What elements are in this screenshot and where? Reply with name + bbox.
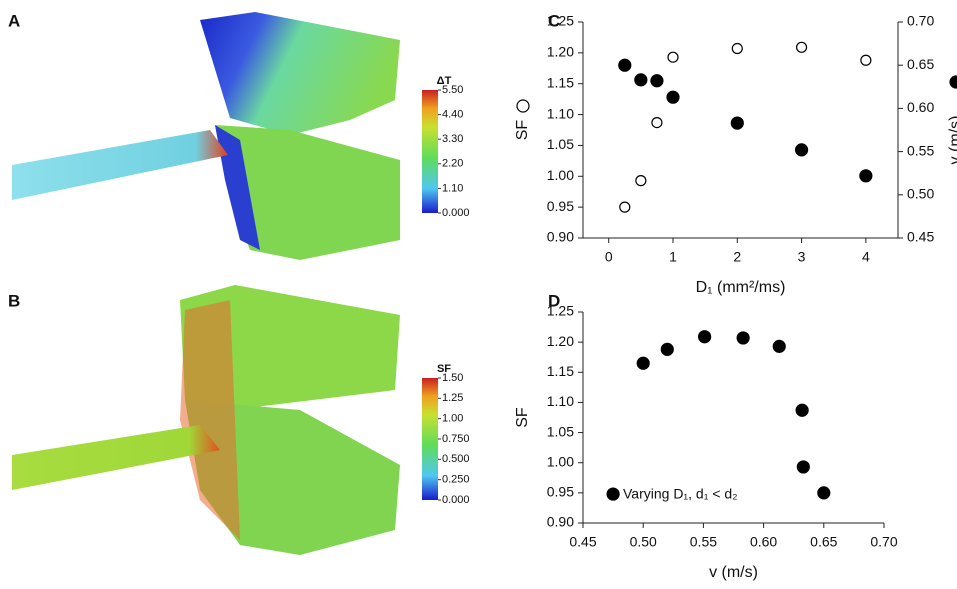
legend-marker — [517, 100, 529, 112]
colorbar-label: 0.000 — [442, 494, 470, 506]
point — [651, 75, 663, 87]
y2-tick-label: 0.45 — [907, 229, 934, 245]
y-tick-label: 1.25 — [547, 303, 574, 319]
y-tick-label: 1.20 — [547, 333, 574, 349]
y2-axis-label: v (m/s) — [947, 116, 957, 165]
point — [620, 202, 630, 212]
colorbar-label: 0.000 — [442, 207, 470, 219]
panel-label: A — [8, 11, 20, 30]
point — [652, 118, 662, 128]
y-tick-label: 1.10 — [547, 105, 574, 121]
point — [737, 332, 749, 344]
colorbar-label: 4.40 — [442, 109, 463, 121]
y2-tick-label: 0.70 — [907, 13, 934, 29]
colorbar-label: 5.50 — [442, 84, 463, 96]
x-tick-label: 3 — [798, 249, 806, 265]
point — [860, 170, 872, 182]
y-tick-label: 1.10 — [547, 393, 574, 409]
panel-label: B — [8, 291, 20, 310]
point — [668, 52, 678, 62]
y-tick-label: 1.15 — [547, 74, 574, 90]
colorbar — [422, 378, 438, 500]
y-tick-label: 1.15 — [547, 363, 574, 379]
y-tick-label: 0.90 — [547, 229, 574, 245]
y-tick-label: 1.20 — [547, 44, 574, 60]
point — [796, 144, 808, 156]
colorbar-label: 1.10 — [442, 182, 463, 194]
colorbar-label: 3.30 — [442, 133, 463, 145]
colorbar-label: 1.50 — [442, 372, 463, 384]
colorbar-label: 0.250 — [442, 474, 470, 486]
point — [731, 117, 743, 129]
colorbar-label: 0.500 — [442, 453, 470, 465]
point — [773, 340, 785, 352]
annotation: Varying D₁, d₁ < d₂ — [623, 486, 738, 502]
x-tick-label: 2 — [733, 249, 741, 265]
point — [699, 331, 711, 343]
x-tick-label: 0.60 — [750, 534, 777, 550]
point — [636, 176, 646, 186]
x-tick-label: 0 — [605, 249, 613, 265]
x-tick-label: 0.65 — [810, 534, 837, 550]
y-axis-label: SF — [514, 407, 531, 428]
y-tick-label: 1.05 — [547, 136, 574, 152]
figure: ABCDΔT5.504.403.302.201.100.000SF1.501.2… — [0, 0, 957, 589]
point — [661, 343, 673, 355]
point — [635, 74, 647, 86]
y2-tick-label: 0.55 — [907, 142, 934, 158]
render-a — [12, 12, 400, 260]
y2-tick-label: 0.60 — [907, 99, 934, 115]
point — [797, 461, 809, 473]
y-tick-label: 1.00 — [547, 167, 574, 183]
render-b — [12, 285, 400, 555]
y-tick-label: 1.25 — [547, 13, 574, 29]
y-tick-label: 0.90 — [547, 514, 574, 530]
y-tick-label: 1.05 — [547, 423, 574, 439]
point — [796, 404, 808, 416]
y-tick-label: 0.95 — [547, 198, 574, 214]
y-tick-label: 0.95 — [547, 484, 574, 500]
x-tick-label: 4 — [862, 249, 870, 265]
point — [667, 91, 679, 103]
legend-marker — [950, 76, 957, 88]
y2-tick-label: 0.50 — [907, 186, 934, 202]
colorbar-label: 2.20 — [442, 158, 463, 170]
x-tick-label: 0.50 — [630, 534, 657, 550]
x-axis-label: D₁ (mm²/ms) — [696, 279, 786, 296]
y-tick-label: 1.00 — [547, 453, 574, 469]
point — [818, 487, 830, 499]
point — [861, 55, 871, 65]
x-tick-label: 0.55 — [690, 534, 717, 550]
point — [797, 42, 807, 52]
point — [607, 488, 619, 500]
point — [732, 44, 742, 54]
colorbar — [422, 90, 438, 213]
point — [619, 59, 631, 71]
colorbar-label: 1.00 — [442, 413, 463, 425]
colorbar-label: 1.25 — [442, 392, 463, 404]
colorbar-label: 0.750 — [442, 433, 470, 445]
point — [637, 357, 649, 369]
x-tick-label: 1 — [669, 249, 677, 265]
y-axis-label: SF — [514, 120, 531, 141]
x-tick-label: 0.70 — [870, 534, 897, 550]
x-axis-label: v (m/s) — [709, 564, 758, 581]
y2-tick-label: 0.65 — [907, 56, 934, 72]
x-tick-label: 0.45 — [569, 534, 596, 550]
